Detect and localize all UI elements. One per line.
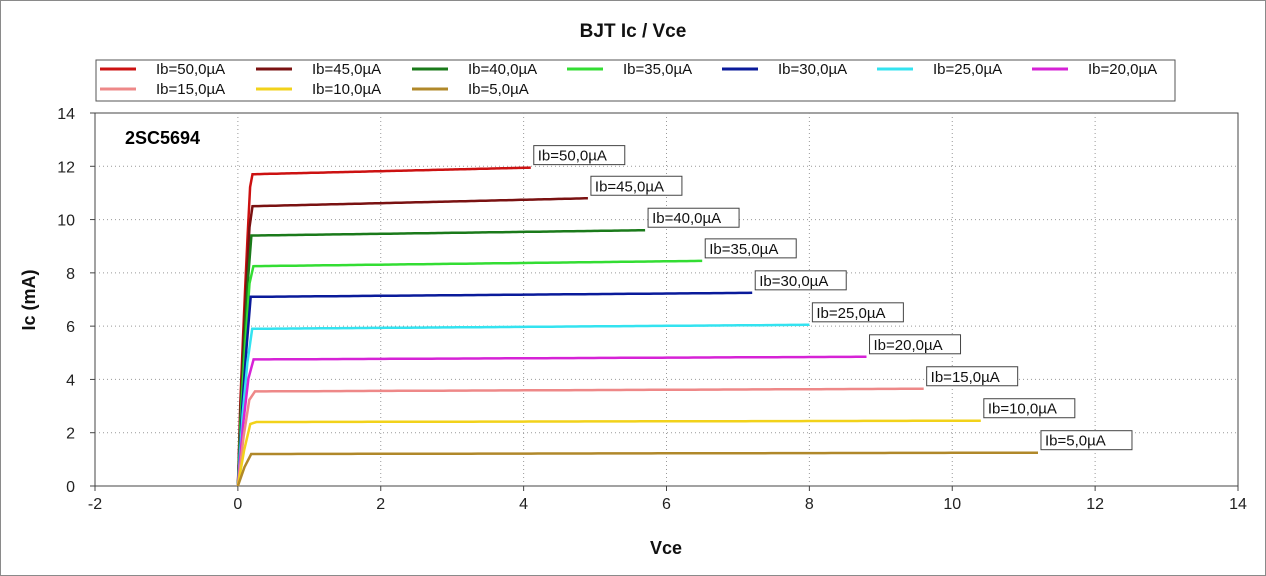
legend-entry: Ib=30,0µA — [778, 61, 847, 78]
x-tick-label: 12 — [1086, 496, 1104, 513]
x-tick-label: 6 — [662, 496, 671, 513]
x-tick-label: 14 — [1229, 496, 1247, 513]
curve-label-text: Ib=10,0µA — [988, 401, 1057, 418]
series-line — [236, 355, 867, 487]
y-axis-title: Ic (mA) — [19, 269, 39, 330]
x-tick-label: -2 — [88, 496, 102, 513]
y-tick-label: 8 — [66, 266, 75, 283]
y-tick-label: 2 — [66, 426, 75, 443]
legend-entry: Ib=10,0µA — [312, 81, 381, 98]
series-line — [236, 451, 1038, 487]
chart-title: BJT Ic / Vce — [580, 21, 687, 42]
curve-label-box — [754, 270, 847, 291]
series-line — [236, 419, 981, 487]
curve-label: Ib=20,0µA — [869, 334, 962, 355]
curve-label-box — [704, 238, 797, 259]
curve-label-box — [647, 207, 740, 228]
curve-label-box — [869, 334, 962, 355]
curve-label-box — [533, 145, 626, 166]
curve-label-box — [926, 366, 1019, 387]
curves — [236, 166, 1038, 487]
y-tick-label: 12 — [57, 159, 75, 176]
y-tick-label: 10 — [57, 213, 75, 230]
series-line — [236, 197, 588, 487]
x-tick-label: 8 — [805, 496, 814, 513]
curve-label-box — [590, 175, 683, 196]
curve-label: Ib=45,0µA — [590, 175, 683, 196]
series-line — [236, 291, 753, 487]
curve-label-text: Ib=20,0µA — [874, 337, 943, 354]
curve-label: Ib=5,0µA — [1040, 430, 1133, 451]
curve-label-text: Ib=50,0µA — [538, 148, 607, 165]
legend-entry: Ib=45,0µA — [312, 61, 381, 78]
curve-label: Ib=35,0µA — [704, 238, 797, 259]
legend-entry: Ib=5,0µA — [468, 81, 529, 98]
curve-label-text: Ib=45,0µA — [595, 178, 664, 195]
curve-label: Ib=10,0µA — [983, 398, 1076, 419]
series-line — [236, 387, 924, 487]
plot-area — [94, 112, 1239, 487]
y-tick-label: 0 — [66, 479, 75, 496]
curve-label-text: Ib=30,0µA — [759, 273, 828, 290]
x-axis-title: Vce — [650, 538, 682, 558]
curve-label-box — [1040, 430, 1133, 451]
curve-label: Ib=50,0µA — [533, 145, 626, 166]
series-line — [236, 323, 810, 487]
curve-label-text: Ib=40,0µA — [652, 210, 721, 227]
curve-label-box — [811, 302, 904, 323]
curve-label-text: Ib=25,0µA — [816, 305, 885, 322]
curve-label: Ib=30,0µA — [754, 270, 847, 291]
y-tick-label: 6 — [66, 319, 75, 336]
x-tick-label: 10 — [943, 496, 961, 513]
curve-label-text: Ib=35,0µA — [709, 241, 778, 258]
legend: Ib=50,0µA Ib=45,0µA Ib=40,0µA Ib=35,0µA Ib=3… — [100, 61, 1157, 98]
curve-label: Ib=40,0µA — [647, 207, 740, 228]
series-line — [236, 259, 703, 487]
curve-label-text: Ib=15,0µA — [931, 369, 1000, 386]
curve-label-box — [983, 398, 1076, 419]
x-tick-label: 4 — [519, 496, 528, 513]
legend-entry: Ib=35,0µA — [623, 61, 692, 78]
curve-labels: Ib=50,0µA Ib=45,0µA Ib=40,0µA Ib=35,0µA Ib=3… — [533, 145, 1133, 451]
legend-box — [95, 59, 1176, 102]
y-tick-label: 4 — [66, 372, 75, 389]
legend-entry: Ib=15,0µA — [156, 81, 225, 98]
device-annotation: 2SC5694 — [125, 128, 200, 148]
curve-label: Ib=15,0µA — [926, 366, 1019, 387]
y-axis-ticks: 0 2 4 6 8 10 12 14 — [57, 106, 95, 496]
curve-label: Ib=25,0µA — [811, 302, 904, 323]
legend-entry: Ib=50,0µA — [156, 61, 225, 78]
legend-entry: Ib=20,0µA — [1088, 61, 1157, 78]
legend-entry: Ib=25,0µA — [933, 61, 1002, 78]
legend-entry: Ib=40,0µA — [468, 61, 537, 78]
series-line — [236, 228, 646, 487]
series-line — [236, 166, 531, 487]
x-tick-label: 0 — [233, 496, 242, 513]
x-axis-ticks: -2 0 2 4 6 8 10 12 14 — [88, 486, 1247, 513]
x-tick-label: 2 — [376, 496, 385, 513]
y-tick-label: 14 — [57, 106, 75, 123]
curve-label-text: Ib=5,0µA — [1045, 433, 1106, 450]
